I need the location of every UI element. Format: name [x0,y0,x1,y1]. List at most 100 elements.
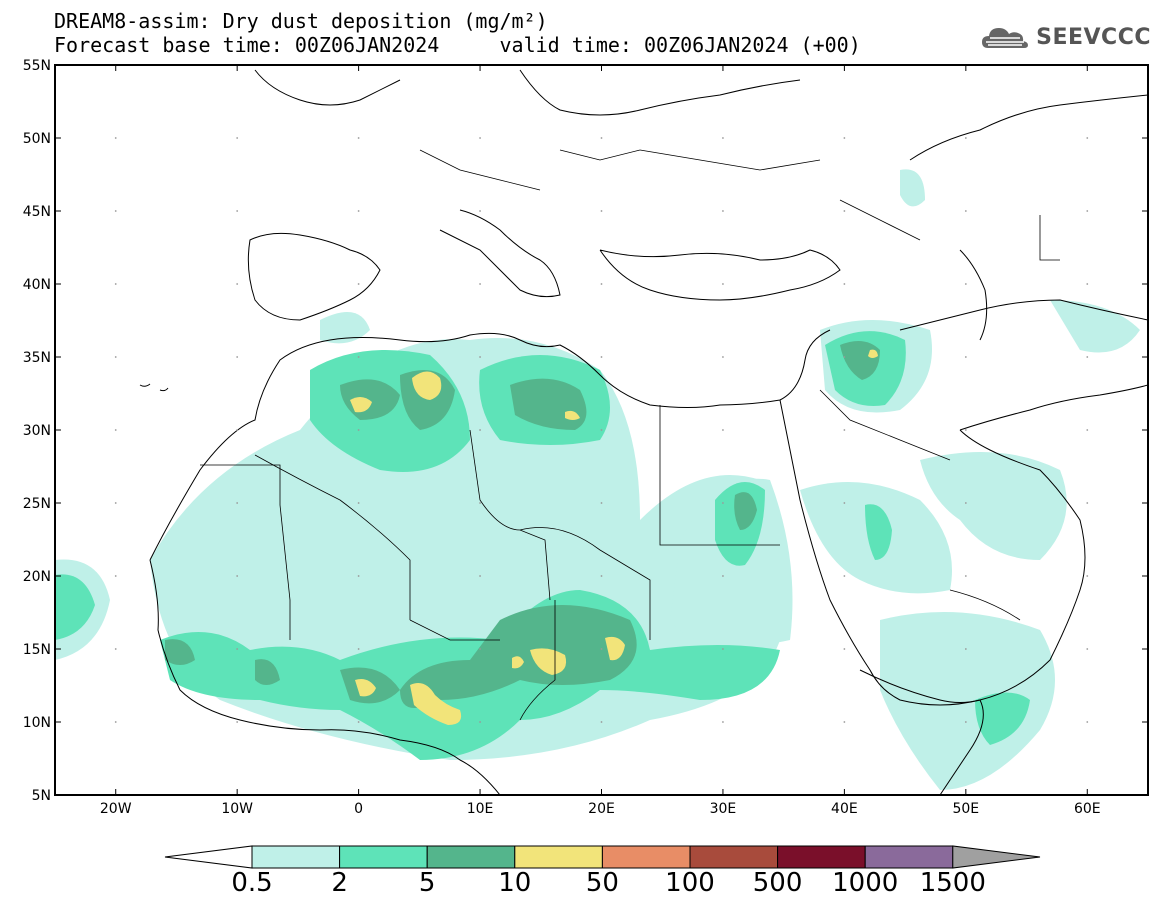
grid-dot [843,648,846,650]
grid-dot [114,356,117,358]
grid-dot [722,356,724,358]
grid-dot [357,502,360,504]
grid-dot [600,356,603,358]
colorbar-swatch [426,845,516,869]
grid-dot [114,283,117,285]
grid-dot [357,137,360,139]
grid-dot [600,721,603,723]
grid-dot [843,137,846,139]
grid-dot [964,137,967,139]
grid-dot [722,648,724,650]
grid-dot [1086,721,1089,723]
lon-tick-label: 60E [1074,801,1101,817]
colorbar-swatch [251,845,341,869]
grid-dot [722,429,724,431]
grid-dot [479,429,481,431]
grid-dot [600,502,603,504]
grid-dot [722,721,724,723]
lat-tick-label: 10N [23,715,51,731]
lon-tick-label: 10E [467,801,494,817]
grid-dot [479,648,481,650]
grid-dot [600,210,603,212]
grid-dot [843,575,846,577]
colorbar-label: 0.5 [231,868,272,898]
grid-dot [479,137,481,139]
grid-dot [357,283,360,285]
lat-tick-label: 45N [23,204,51,220]
grid-dot [236,356,239,358]
coastlines [139,69,1148,795]
grid-dot [1086,648,1089,650]
colorbar-swatch [689,845,779,869]
grid-dot [964,356,967,358]
grid-dot [114,210,117,212]
grid-dot [843,502,846,504]
grid-dot [600,283,603,285]
grid-dot [114,429,117,431]
colorbar-swatch [514,845,603,869]
grid-dot [1086,283,1089,285]
grid-dot [843,283,846,285]
lat-tick-label: 40N [23,277,51,293]
grid-dot [843,721,846,723]
lon-tick-label: 10W [221,801,253,817]
grid-dot [114,648,117,650]
colorbar-label: 5 [419,868,436,898]
grid-dot [236,429,239,431]
colorbar-swatch [864,845,954,869]
colorbar-label: 10 [498,868,531,898]
grid-dot [1086,210,1089,212]
colorbar-high-arrow [952,845,1041,869]
grid-dot [114,575,117,577]
grid-dot [600,429,603,431]
lon-tick-label: 20W [100,801,132,817]
grid-dot [722,575,724,577]
cloud-icon [982,28,1029,48]
grid-dot [600,648,603,650]
lat-tick-label: 25N [23,496,51,512]
colorbar-label: 50 [586,868,619,898]
grid-dot [722,137,724,139]
colorbar: 0.5 2 5 10 50 100 500 1000 1500 [164,845,1041,898]
borders [200,149,1060,721]
grid-dot [236,283,239,285]
grid-dot [479,575,481,577]
grid-dot [236,648,239,650]
colorbar-label: 1500 [920,868,986,898]
grid-dot [357,575,360,577]
lon-tick-label: 40E [831,801,858,817]
grid-dot [964,502,967,504]
grid-dot [479,210,481,212]
colorbar-low-arrow [164,845,253,869]
lat-tick-label: 55N [23,58,51,74]
grid-dot [964,575,967,577]
grid-dot [236,721,239,723]
map-subtitle: Forecast base time: 00Z06JAN2024 valid t… [54,33,861,57]
grid-dot [722,210,724,212]
grid-dot [843,210,846,212]
colorbar-label: 100 [665,868,715,898]
lat-tick-label: 15N [23,642,51,658]
grid-dot [479,283,481,285]
logo-text: SEEVCCC [1036,24,1151,50]
colorbar-swatch [601,845,691,869]
grid-dot [964,283,967,285]
grid-dot [722,283,724,285]
grid-dot [357,721,360,723]
grid-dot [479,721,481,723]
grid-dot [114,137,117,139]
grid-dot [236,575,239,577]
lat-tick-label: 30N [23,423,51,439]
grid-dot [600,575,603,577]
colorbar-label: 2 [331,868,348,898]
grid-dot [964,210,967,212]
colorbar-label: 500 [753,868,803,898]
lon-tick-label: 50E [952,801,979,817]
colorbar-label: 1000 [832,868,898,898]
grid-dot [479,502,481,504]
grid-dot [357,429,360,431]
grid-dot [964,429,967,431]
grid-dot [600,137,603,139]
lon-tick-label: 20E [588,801,615,817]
